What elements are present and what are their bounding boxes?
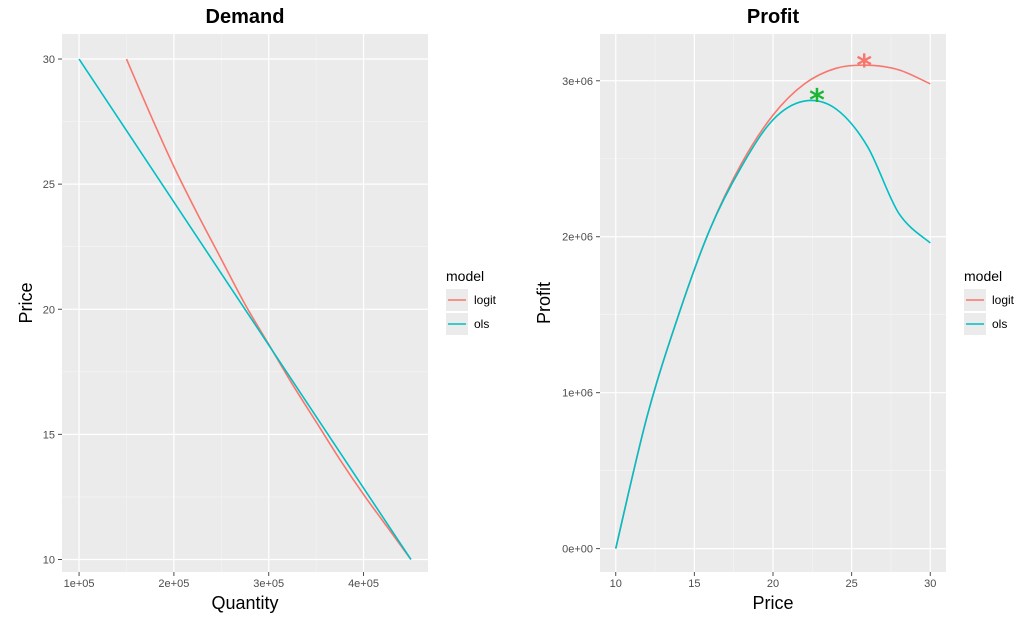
demand-y-ticks: 10 15 20 25 30 — [43, 54, 62, 566]
demand-legend: model logit ols — [446, 268, 497, 335]
profit-y-tick-label: 1e+06 — [562, 388, 593, 400]
demand-title: Demand — [206, 6, 285, 28]
profit-y-axis-title: Profit — [534, 282, 554, 324]
profit-y-ticks: 0e+00 1e+06 2e+06 3e+06 — [562, 76, 600, 556]
profit-chart: Profit ** 10 15 20 25 30 0e+001e+062e+063e+0… — [534, 6, 1015, 613]
demand-legend-title: model — [446, 268, 484, 284]
profit-x-tick-label: 15 — [688, 578, 700, 590]
profit-legend-title: model — [964, 268, 1002, 284]
demand-y-tick-label: 15 — [43, 429, 55, 441]
profit-x-ticks: 10 15 20 25 30 — [610, 572, 936, 590]
demand-x-tick-label: 3e+05 — [253, 578, 284, 590]
demand-x-ticks: 1e+05 2e+05 3e+05 4e+05 — [64, 572, 379, 590]
profit-x-axis-title: Price — [752, 593, 793, 613]
demand-y-tick-label: 25 — [43, 179, 55, 191]
demand-legend-label-ols: ols — [474, 317, 489, 331]
profit-x-tick-label: 20 — [767, 578, 779, 590]
profit-legend: model logit ols — [964, 268, 1015, 335]
profit-y-tick-label: 2e+06 — [562, 232, 593, 244]
profit-optimum-marker-ols: * — [809, 83, 825, 118]
profit-series — [614, 64, 931, 549]
demand-x-tick-label: 2e+05 — [158, 578, 189, 590]
demand-x-tick-label: 4e+05 — [348, 578, 379, 590]
profit-optimum-markers: ** — [809, 49, 872, 118]
profit-series-line-ols — [614, 99, 931, 549]
profit-x-tick-label: 25 — [846, 578, 858, 590]
profit-gridlines — [600, 34, 946, 572]
profit-legend-label-logit: logit — [992, 293, 1015, 307]
demand-chart: Demand 1e+05 2e+05 3e+05 4e+05 10 15 20 25 30 Q… — [16, 6, 497, 613]
demand-x-tick-label: 1e+05 — [64, 578, 95, 590]
profit-legend-label-ols: ols — [992, 317, 1007, 331]
demand-series-line-ols — [78, 58, 412, 560]
demand-x-axis-title: Quantity — [211, 593, 278, 613]
profit-x-tick-label: 10 — [610, 578, 622, 590]
profit-y-tick-label: 0e+00 — [562, 544, 593, 556]
profit-title: Profit — [747, 6, 800, 28]
demand-series — [78, 58, 412, 560]
demand-y-axis-title: Price — [16, 282, 36, 323]
profit-x-tick-label: 30 — [924, 578, 936, 590]
demand-y-tick-label: 30 — [43, 54, 55, 66]
demand-legend-label-logit: logit — [474, 293, 497, 307]
demand-y-tick-label: 20 — [43, 304, 55, 316]
profit-optimum-marker-logit: * — [856, 49, 872, 84]
demand-y-tick-label: 10 — [43, 554, 55, 566]
profit-y-tick-label: 3e+06 — [562, 76, 593, 88]
